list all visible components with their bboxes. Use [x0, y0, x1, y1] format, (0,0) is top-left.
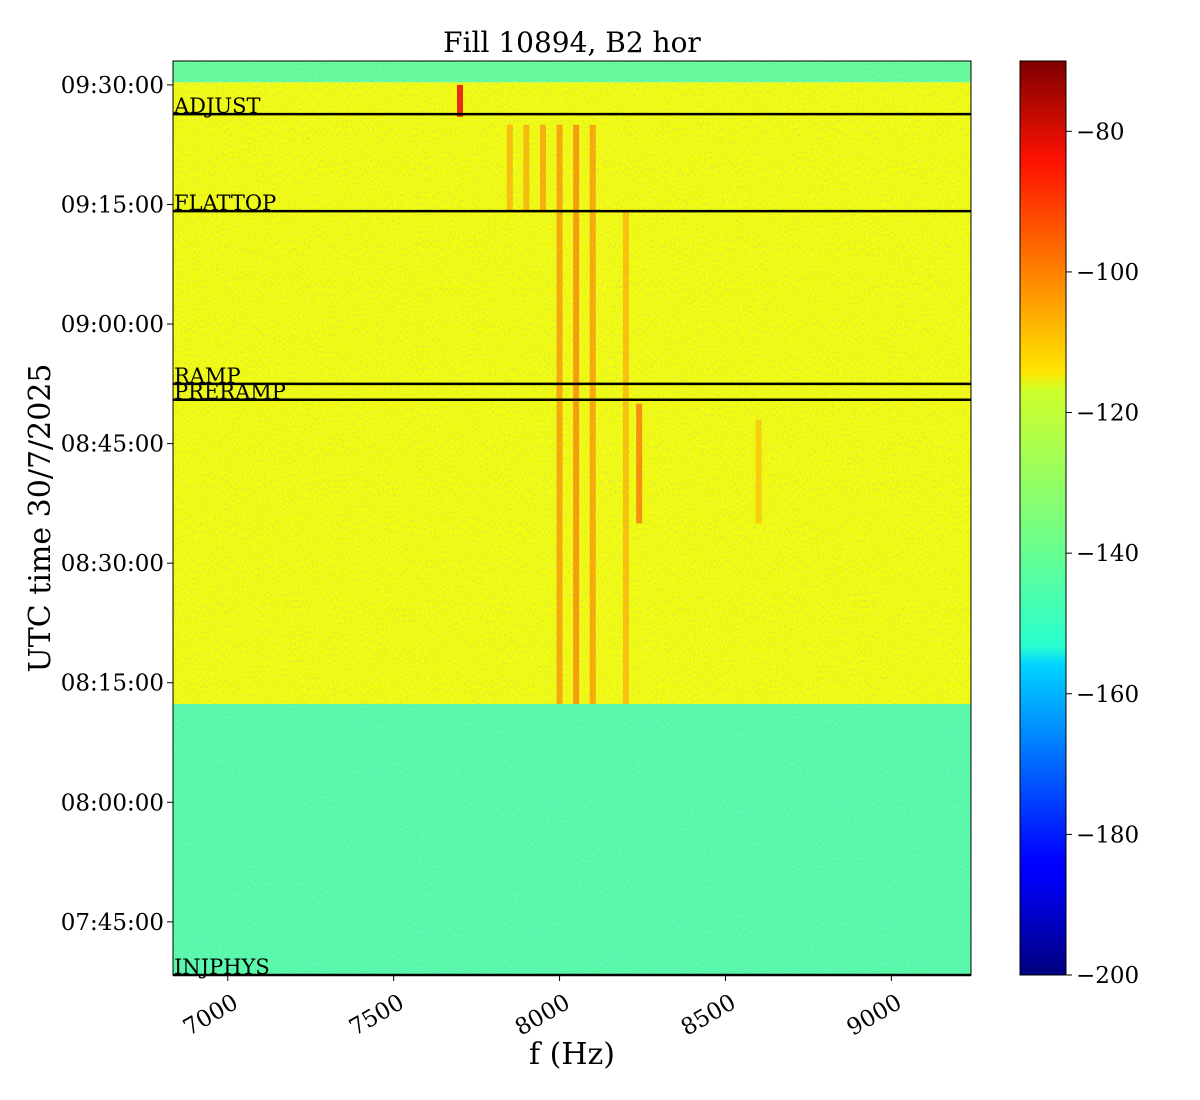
phase-label-preramp: PRERAMP: [174, 380, 286, 404]
noise-overlay: [173, 61, 971, 975]
y-tick-label: 08:00:00: [61, 790, 164, 816]
x-axis-label: f (Hz): [529, 1037, 615, 1072]
colorbar: −80 −100 −120 −140 −160 −180 −200: [1019, 60, 1139, 989]
colorbar-tick-label: −160: [1076, 682, 1139, 708]
x-tick-label: 8500: [677, 990, 741, 1042]
phase-label-ramp: RAMP: [174, 364, 241, 388]
y-tick-label: 07:45:00: [61, 910, 164, 936]
y-tick-label: 08:45:00: [61, 432, 164, 458]
x-axis: 7000 7500 8000 8500 9000: [179, 975, 906, 1041]
y-tick-label: 08:30:00: [61, 551, 164, 577]
x-tick-label: 8000: [511, 990, 575, 1042]
y-tick-label: 09:00:00: [61, 312, 164, 338]
chart-title: Fill 10894, B2 hor: [443, 26, 701, 59]
x-tick-label: 7500: [345, 990, 409, 1042]
y-axis: 09:30:00 09:15:00 09:00:00 08:45:00 08:30:00…: [61, 73, 173, 936]
colorbar-gradient: [1019, 60, 1067, 976]
colorbar-tick-label: −80: [1076, 119, 1125, 145]
phase-label-adjust: ADJUST: [173, 94, 261, 118]
colorbar-tick-label: −100: [1076, 260, 1139, 286]
y-tick-label: 09:30:00: [61, 73, 164, 99]
x-tick-label: 7000: [179, 990, 243, 1042]
plot-frame: [172, 60, 972, 976]
colorbar-tick-label: −200: [1076, 963, 1139, 989]
x-tick-label: 9000: [843, 990, 907, 1042]
y-axis-label: UTC time 30/7/2025: [23, 364, 58, 673]
y-tick-label: 08:15:00: [61, 671, 164, 697]
colorbar-tick-label: −140: [1076, 541, 1139, 567]
y-tick-label: 09:15:00: [61, 192, 164, 218]
phase-label-flattop: FLATTOP: [174, 191, 276, 215]
colorbar-tick-label: −180: [1076, 822, 1139, 848]
colorbar-tick-label: −120: [1076, 401, 1139, 427]
